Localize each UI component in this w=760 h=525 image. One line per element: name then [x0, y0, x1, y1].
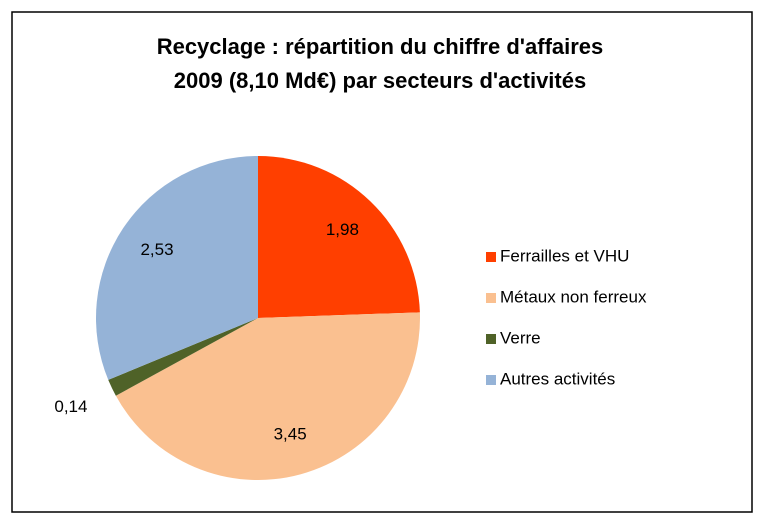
pie-slice [115, 312, 420, 480]
pie-slice [96, 156, 259, 380]
legend-label: Verre [500, 328, 541, 347]
legend-label: Ferrailles et VHU [500, 246, 629, 265]
pie-slice [108, 318, 258, 396]
legend-swatch [486, 293, 496, 303]
legend-swatch [486, 375, 496, 385]
data-label: 0,14 [54, 397, 87, 416]
chart-title: 2009 (8,10 Md€) par secteurs d'activités [174, 68, 586, 93]
legend-swatch [486, 334, 496, 344]
pie-slice [258, 156, 420, 318]
legend-label: Métaux non ferreux [500, 287, 647, 306]
data-label: 1,98 [326, 220, 359, 239]
legend-swatch [486, 252, 496, 262]
chart-title: Recyclage : répartition du chiffre d'aff… [157, 34, 604, 59]
data-label: 2,53 [140, 240, 173, 259]
legend-label: Autres activités [500, 369, 615, 388]
data-label: 3,45 [274, 425, 307, 444]
